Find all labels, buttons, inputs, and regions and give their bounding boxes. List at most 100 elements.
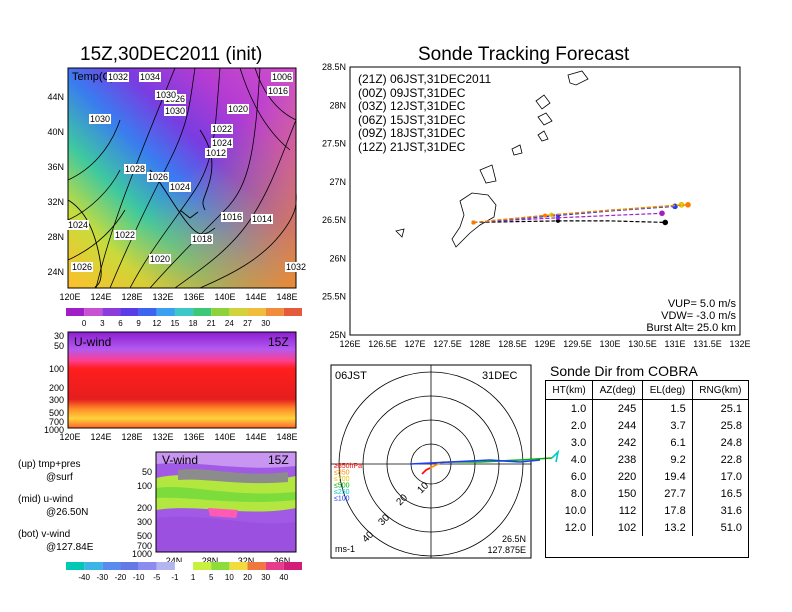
track-lon-label: 129.5E — [563, 339, 592, 349]
note-line: @26.50N — [46, 507, 89, 518]
isobar-label: 1032 — [286, 262, 306, 272]
u-wind-x-label: 144E — [245, 432, 266, 442]
note-line: (mid) u-wind — [18, 494, 74, 505]
map-lat-label: 28N — [47, 232, 64, 242]
isobar-label: 1028 — [125, 164, 145, 174]
sonde-table-header-cell: HT(km) — [546, 381, 593, 400]
temp-colorbar-tick: 30 — [261, 319, 270, 328]
sonde-table-header-cell: EL(deg) — [642, 381, 693, 400]
v-wind-x-label: 28N — [202, 556, 219, 566]
sonde-table-header-cell: RNG(km) — [691, 381, 748, 400]
sonde-table-cell: 112 — [592, 502, 643, 519]
wind-colorbar-cell — [138, 562, 157, 570]
map-lon-label: 120E — [59, 292, 80, 302]
temp-colorbar-tick: 24 — [225, 319, 234, 328]
sonde-table-row: 8.0 150 27.7 16.5 — [546, 485, 748, 502]
track-series-point — [685, 202, 691, 208]
wind-colorbar-tick: -30 — [97, 573, 109, 582]
wind-colorbar-tick: 40 — [279, 573, 288, 582]
u-wind-x-label: 128E — [121, 432, 142, 442]
temp-colorbar-cell — [102, 308, 121, 316]
isobar-label: 1014 — [252, 214, 272, 224]
v-wind-y-label: 300 — [137, 517, 152, 527]
map-lon-label: 140E — [214, 292, 235, 302]
temp-colorbar-cell — [211, 308, 230, 316]
sonde-table-cell: 16.5 — [691, 485, 748, 502]
legend-entry-09z: (09Z) 18JST,31DEC — [358, 126, 466, 140]
sonde-table-cell: 6.0 — [570, 470, 587, 483]
u-wind-y-label: 200 — [49, 383, 64, 393]
note-line: @127.84E — [46, 542, 94, 553]
v-wind-y-label: 1000 — [132, 549, 152, 559]
isobar-labels: 1032103010261030102810261024102210201018… — [67, 72, 307, 272]
sonde-table-cell: 2.0 — [570, 419, 587, 432]
param-vup: VUP= 5.0 m/s — [667, 298, 736, 310]
track-plot-frame — [349, 66, 741, 336]
sonde-table-cell: 31.6 — [691, 502, 748, 519]
v-wind-y-label: 700 — [137, 541, 152, 551]
map-lon-label: 132E — [152, 292, 173, 302]
map-lat-label: 32N — [47, 197, 64, 207]
sonde-table-cell: 102 — [592, 519, 643, 536]
v-wind-x-label: 24N — [166, 556, 183, 566]
polar-lat: 26.5N — [502, 534, 526, 544]
track-lat-label: 27N — [329, 177, 346, 187]
sonde-table-cell: 25.1 — [691, 399, 748, 417]
sonde-table-cell: 3.0 — [570, 436, 587, 449]
polar-level-legend-entry: ≤100 — [334, 496, 350, 503]
sonde-table-cell: 10.0 — [564, 504, 587, 517]
wind-colorbar-cell — [174, 562, 194, 570]
track-lon-label: 127E — [404, 339, 425, 349]
sonde-table-header: HT(km) AZ(deg) EL(deg) RNG(km) — [546, 381, 748, 400]
track-lat-label: 28N — [329, 100, 346, 110]
temp-colorbar-cell — [247, 308, 266, 316]
map-lon-label: 148E — [276, 292, 297, 302]
sonde-table-row: 1.0 245 1.5 25.1 — [546, 399, 748, 417]
map-lat-label: 24N — [47, 267, 64, 277]
init-title: 15Z,30DEC2011 (init) — [80, 44, 263, 65]
u-wind-label: U-wind — [74, 335, 111, 349]
u-wind-y-label: 1000 — [44, 425, 64, 435]
track-series-point — [659, 210, 665, 217]
wind-colorbar-cell — [102, 562, 121, 570]
track-legend: (21Z) 06JST,31DEC2011 (00Z) 09JST,31DEC … — [358, 72, 491, 154]
wind-colorbar-cell — [193, 562, 212, 570]
track-lon-label: 126.5E — [368, 339, 397, 349]
wind-colorbar-tick: -5 — [153, 573, 161, 582]
panel-notes: (up) tmp+pres @surf (mid) u-wind @26.50N… — [18, 458, 93, 554]
map-lat-label: 40N — [47, 127, 64, 137]
wind-colorbar-cell — [229, 562, 248, 570]
temp-colorbar-cell — [174, 308, 194, 316]
track-lat-label: 26N — [329, 253, 346, 263]
polar-date: 31DEC — [482, 370, 518, 382]
map-lon-label: 144E — [245, 292, 266, 302]
temp-colorbar-tick: 15 — [170, 319, 179, 328]
track-lon-label: 130.5E — [628, 339, 657, 349]
isobar-label: 1032 — [108, 72, 128, 82]
temp-colorbar-tick: 12 — [152, 319, 161, 328]
wind-colorbar-cell — [211, 562, 230, 570]
u-wind-x-label: 120E — [59, 432, 80, 442]
wind-colorbar-tick: 1 — [191, 573, 196, 582]
u-wind-y-label: 700 — [49, 417, 64, 427]
track-lat-label: 27.5N — [322, 139, 346, 149]
track-series-point — [678, 202, 685, 208]
track-lon-label: 126E — [339, 339, 360, 349]
map-lon-labels: 120E 124E 128E 132E 136E 140E 144E 148E — [59, 292, 297, 302]
u-wind-y-label: 30 — [54, 331, 64, 341]
v-wind-time: 15Z — [268, 453, 289, 467]
u-wind-field — [68, 332, 296, 428]
temp-colorbar-tick: 9 — [136, 319, 141, 328]
sonde-table-cell: 9.2 — [642, 451, 693, 468]
isobar-label: 1026 — [148, 172, 168, 182]
u-wind-x-label: 148E — [276, 432, 297, 442]
v-wind-y-label: 50 — [142, 467, 152, 477]
temp-colorbar-tick: 3 — [100, 319, 105, 328]
map-lat-labels: 44N 40N 36N 32N 28N 24N — [47, 92, 64, 277]
sonde-table-cell: 242 — [592, 434, 643, 451]
polar-lon: 127.875E — [487, 545, 526, 555]
sonde-table-cell: 6.1 — [642, 434, 693, 451]
